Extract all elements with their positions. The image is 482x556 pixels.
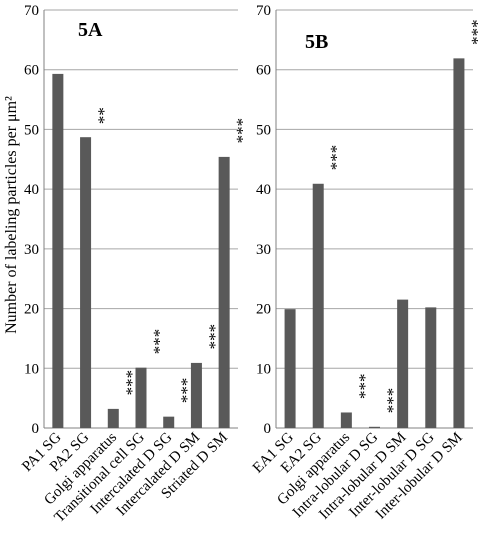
bar (369, 426, 380, 428)
significance-marker: *** (117, 370, 136, 396)
bar (107, 408, 119, 428)
significance-marker: *** (322, 145, 341, 171)
y-tick-label: 50 (256, 122, 271, 138)
y-tick-label: 10 (24, 361, 39, 377)
bar (397, 299, 409, 428)
bar (425, 307, 437, 428)
y-tick-label: 30 (256, 242, 271, 258)
y-tick-label: 40 (24, 182, 39, 198)
y-tick-label: 0 (264, 421, 272, 437)
y-tick-label: 50 (24, 122, 39, 138)
bar (190, 362, 202, 428)
significance-marker: *** (379, 388, 398, 414)
significance-marker: ** (90, 107, 109, 124)
significance-marker: *** (463, 19, 482, 45)
bar (163, 416, 175, 428)
y-tick-label: 20 (256, 302, 271, 318)
y-tick-label: 30 (24, 242, 39, 258)
y-axis-label: Number of labeling particles per μm² (3, 96, 20, 334)
panel-title: 5A (78, 19, 103, 41)
bar (284, 309, 296, 428)
bar (80, 137, 92, 429)
significance-marker: *** (173, 378, 192, 404)
bar (340, 412, 352, 428)
significance-marker: *** (228, 118, 247, 144)
bar (453, 58, 465, 429)
y-tick-label: 20 (24, 302, 39, 318)
y-tick-label: 0 (32, 421, 40, 437)
significance-marker: *** (200, 324, 219, 350)
significance-marker: *** (145, 329, 164, 355)
significance-marker: *** (350, 373, 369, 399)
y-tick-label: 10 (256, 361, 271, 377)
bar (218, 156, 230, 428)
y-tick-label: 70 (256, 3, 271, 19)
y-tick-label: 40 (256, 182, 271, 198)
bar (312, 183, 324, 428)
y-tick-label: 60 (24, 63, 39, 79)
panel-title: 5B (305, 31, 328, 53)
bar (135, 367, 147, 428)
bar (52, 73, 64, 428)
y-tick-label: 60 (256, 63, 271, 79)
y-tick-label: 70 (24, 3, 39, 19)
